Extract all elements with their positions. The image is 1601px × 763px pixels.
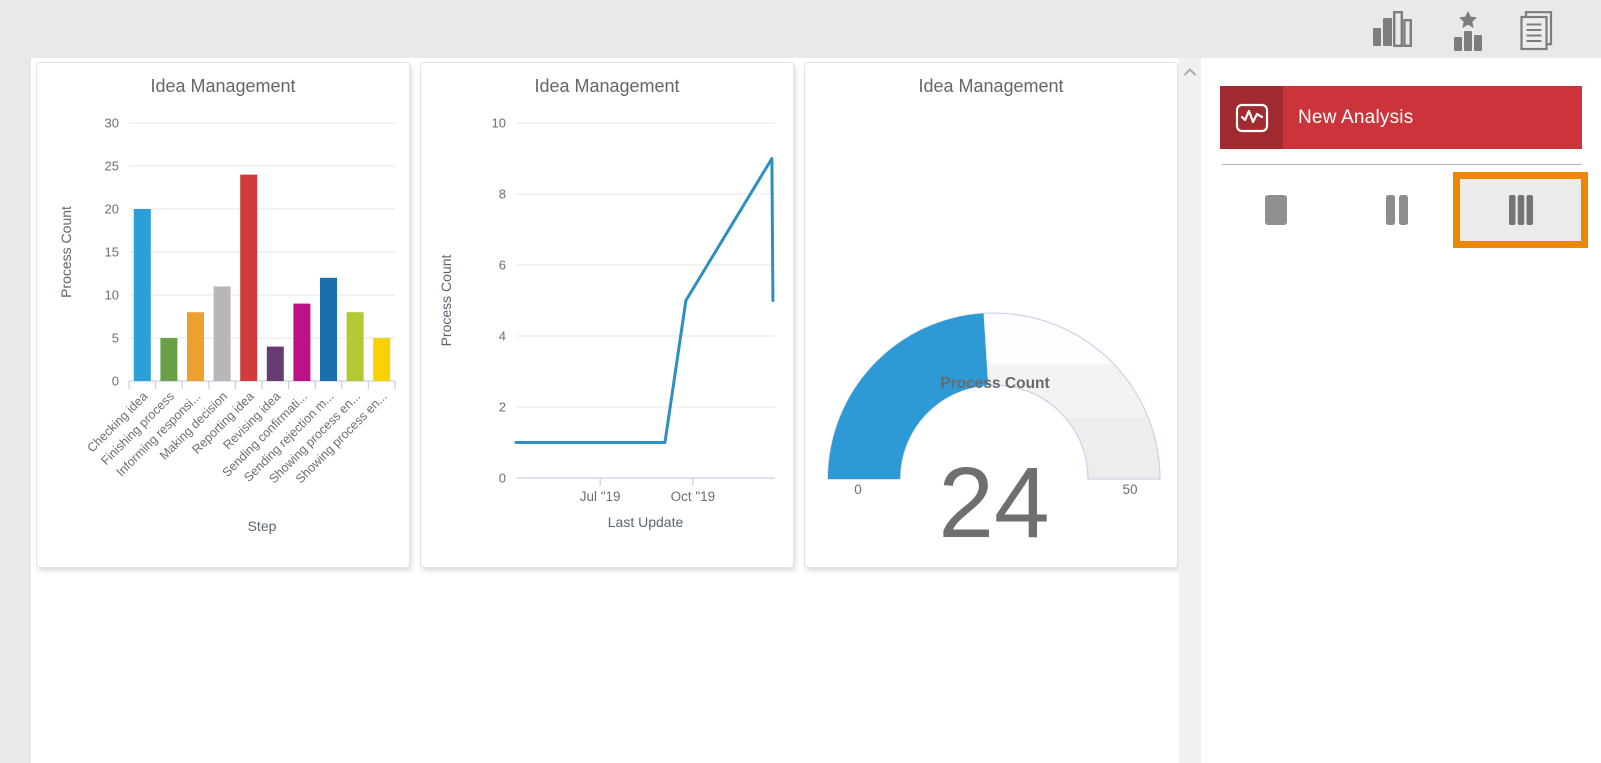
svg-text:4: 4 bbox=[499, 329, 506, 344]
svg-text:Last Update: Last Update bbox=[608, 514, 684, 530]
svg-text:Process Count: Process Count bbox=[58, 206, 74, 298]
layout-two-columns-button[interactable] bbox=[1336, 172, 1458, 248]
svg-text:50: 50 bbox=[1122, 482, 1137, 497]
svg-text:Jul "19: Jul "19 bbox=[580, 489, 621, 504]
svg-text:0: 0 bbox=[112, 374, 119, 389]
layout-one-column-button[interactable] bbox=[1215, 172, 1337, 248]
gauge-chart-widget[interactable]: Idea Management 0 50 Process Count 24 bbox=[804, 62, 1178, 568]
svg-text:Process Count: Process Count bbox=[940, 375, 1049, 392]
new-analysis-label: New Analysis bbox=[1298, 106, 1414, 128]
line-chart-widget[interactable]: Idea Management Jul "19 Oct "19 0 2 4 6 8 10 Las… bbox=[420, 62, 794, 568]
two-columns-icon bbox=[1386, 195, 1408, 225]
report-document-icon[interactable] bbox=[1519, 11, 1553, 54]
svg-text:0: 0 bbox=[499, 471, 506, 486]
widget-title: Idea Management bbox=[534, 76, 680, 96]
svg-text:24: 24 bbox=[938, 447, 1049, 559]
svg-text:2: 2 bbox=[499, 400, 506, 415]
svg-text:Oct "19: Oct "19 bbox=[671, 489, 716, 504]
svg-text:10: 10 bbox=[492, 116, 506, 131]
new-analysis-iconbox bbox=[1220, 86, 1283, 149]
chevron-up-icon[interactable] bbox=[1183, 68, 1197, 76]
svg-text:30: 30 bbox=[105, 116, 119, 131]
svg-text:0: 0 bbox=[854, 482, 862, 497]
one-column-icon bbox=[1265, 195, 1287, 225]
svg-text:6: 6 bbox=[499, 258, 506, 273]
widget-title: Idea Management bbox=[918, 76, 1064, 96]
chart-columns-icon-glyph bbox=[1373, 11, 1413, 48]
report-document-icon-glyph bbox=[1520, 11, 1553, 51]
svg-text:8: 8 bbox=[499, 187, 506, 202]
svg-text:5: 5 bbox=[112, 331, 119, 346]
chart-columns-icon[interactable] bbox=[1372, 11, 1413, 50]
bar-chart-widget[interactable]: Idea Management 0 5 10 15 20 25 30 Checking ide… bbox=[36, 62, 410, 568]
vertical-scrollbar[interactable] bbox=[1179, 58, 1201, 763]
settings-panel: New Analysis bbox=[1201, 58, 1601, 763]
dashboard-area: Idea Management 0 5 10 15 20 25 30 Checking ide… bbox=[31, 58, 1179, 763]
svg-text:15: 15 bbox=[105, 245, 119, 260]
panel-divider bbox=[1222, 164, 1582, 165]
svg-text:Step: Step bbox=[248, 518, 277, 534]
pulse-chart-icon bbox=[1235, 103, 1268, 132]
svg-text:Process Count: Process Count bbox=[438, 254, 454, 346]
gauge-chart: 0 50 Process Count 24 bbox=[827, 312, 1161, 559]
top-bar bbox=[0, 0, 1601, 58]
svg-text:25: 25 bbox=[105, 159, 119, 174]
three-columns-icon bbox=[1508, 195, 1533, 225]
widget-title: Idea Management bbox=[150, 76, 296, 96]
top-rated-chart-icon[interactable] bbox=[1450, 11, 1486, 54]
svg-text:20: 20 bbox=[105, 202, 119, 217]
new-analysis-button[interactable]: New Analysis bbox=[1220, 86, 1582, 149]
layout-three-columns-button-selected[interactable] bbox=[1453, 172, 1588, 248]
line-chart: Jul "19 Oct "19 0 2 4 6 8 10 Last Update Process … bbox=[438, 116, 775, 530]
widget-row: Idea Management 0 5 10 15 20 25 30 Checking ide… bbox=[36, 62, 1178, 568]
svg-text:10: 10 bbox=[105, 288, 119, 303]
top-rated-chart-icon-glyph bbox=[1454, 11, 1482, 51]
